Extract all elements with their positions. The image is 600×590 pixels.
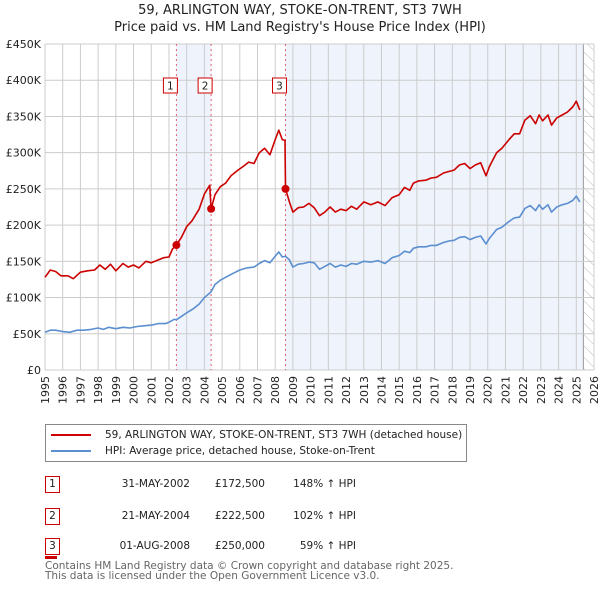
legend-label-property: 59, ARLINGTON WAY, STOKE-ON-TRENT, ST3 7…: [105, 429, 463, 441]
y-tick-label: £450K: [6, 38, 42, 51]
x-tick-label: 2006: [234, 376, 247, 404]
sale-point: [207, 204, 216, 213]
x-tick-label: 2026: [588, 376, 600, 404]
x-tick-label: 2021: [499, 376, 512, 404]
x-tick-label: 2007: [252, 376, 265, 404]
legend-swatch-property: [51, 434, 91, 436]
x-tick-label: 1996: [57, 376, 70, 404]
x-tick-label: 2001: [145, 376, 158, 404]
sale-price: £172,500: [214, 478, 265, 490]
x-tick-label: 2020: [482, 376, 495, 404]
sale-date: 21-MAY-2004: [121, 510, 190, 522]
x-tick-label: 2010: [305, 376, 318, 404]
x-tick-label: 1998: [92, 376, 105, 404]
footer-accent: [45, 556, 57, 559]
y-tick-label: £350K: [6, 110, 42, 123]
x-tick-label: 2025: [570, 376, 583, 404]
x-tick-label: 1999: [110, 376, 123, 404]
y-tick-label: £150K: [6, 255, 42, 268]
sale-point: [281, 184, 290, 193]
price-chart: £0 £50K £100K £150K £200K £250K £300K £350K £400…: [6, 38, 600, 404]
x-tick-label: 2019: [464, 376, 477, 404]
x-tick-label: 1997: [74, 376, 87, 404]
footer-attribution: Contains HM Land Registry data © Crown c…: [45, 560, 454, 582]
x-tick-label: 2016: [411, 376, 424, 404]
legend-swatch-hpi: [51, 450, 91, 452]
sale-badge-3: 3: [271, 77, 287, 94]
y-tick-label: £200K: [6, 219, 42, 232]
sale-price: £250,000: [214, 540, 265, 552]
y-tick-label: £0: [27, 364, 41, 377]
chart-title: 59, ARLINGTON WAY, STOKE-ON-TRENT, ST3 7…: [138, 3, 462, 18]
legend-label-hpi: HPI: Average price, detached house, Stok…: [105, 445, 375, 457]
table-row: 1 31-MAY-2002 £172,500 148% ↑ HPI: [0, 473, 600, 495]
sale-badge-1: 1: [162, 77, 178, 94]
x-tick-label: 2002: [163, 376, 176, 404]
sale-date: 01-AUG-2008: [119, 540, 190, 552]
y-tick-label: £100K: [6, 292, 42, 305]
chart-subtitle: Price paid vs. HM Land Registry's House …: [114, 20, 486, 35]
footer-line-1: Contains HM Land Registry data © Crown c…: [45, 560, 454, 572]
sale-hpi-diff: 59% ↑ HPI: [299, 540, 356, 552]
x-tick-label: 2022: [517, 376, 530, 404]
property-price-line: [44, 100, 581, 280]
sale-price: £222,500: [214, 510, 265, 522]
sale-hpi-diff: 102% ↑ HPI: [293, 510, 356, 522]
legend-item-property: 59, ARLINGTON WAY, STOKE-ON-TRENT, ST3 7…: [46, 427, 462, 443]
x-tick-label: 2009: [287, 376, 300, 404]
x-tick-label: 2018: [446, 376, 459, 404]
badge-label: 1: [167, 81, 174, 93]
badge-box: [162, 77, 178, 94]
x-tick-label: 2011: [322, 376, 335, 404]
x-tick-label: 2017: [429, 376, 442, 404]
legend-item-hpi: HPI: Average price, detached house, Stok…: [46, 443, 375, 459]
x-tick-label: 2008: [269, 376, 282, 404]
x-tick-label: 2004: [198, 376, 211, 404]
hpi-line: [44, 195, 581, 334]
sale-badge-2: 2: [197, 77, 213, 94]
table-row: 3 01-AUG-2008 £250,000 59% ↑ HPI: [0, 535, 600, 557]
y-tick-label: £300K: [6, 147, 42, 160]
x-tick-label: 2012: [340, 376, 353, 404]
badge-label: 2: [202, 81, 209, 93]
y-tick-label: £400K: [6, 74, 42, 87]
badge-label: 3: [276, 81, 283, 93]
x-tick-label: 2023: [535, 376, 548, 404]
y-tick-label: £250K: [6, 183, 42, 196]
badge-box: [271, 77, 287, 94]
sale-point: [172, 241, 181, 250]
y-tick-label: £50K: [13, 328, 42, 341]
x-tick-label: 2003: [181, 376, 194, 404]
forecast-hatch: [583, 44, 594, 370]
sale-badge: 1: [45, 476, 60, 493]
sale-date: 31-MAY-2002: [121, 478, 190, 490]
x-tick-label: 1995: [39, 376, 52, 404]
x-tick-label: 2024: [553, 376, 566, 404]
footer-line-2: This data is licensed under the Open Gov…: [45, 570, 380, 582]
x-tick-label: 2014: [375, 376, 388, 404]
sale-badge: 3: [45, 538, 60, 555]
badge-box: [197, 77, 213, 94]
x-tick-label: 2000: [128, 376, 141, 404]
chart-legend: 59, ARLINGTON WAY, STOKE-ON-TRENT, ST3 7…: [45, 424, 467, 462]
sale-hpi-diff: 148% ↑ HPI: [293, 478, 356, 490]
x-tick-label: 2005: [216, 376, 229, 404]
x-tick-label: 2013: [358, 376, 371, 404]
sale-badge: 2: [45, 508, 60, 525]
table-row: 2 21-MAY-2004 £222,500 102% ↑ HPI: [0, 505, 600, 527]
x-tick-label: 2015: [393, 376, 406, 404]
